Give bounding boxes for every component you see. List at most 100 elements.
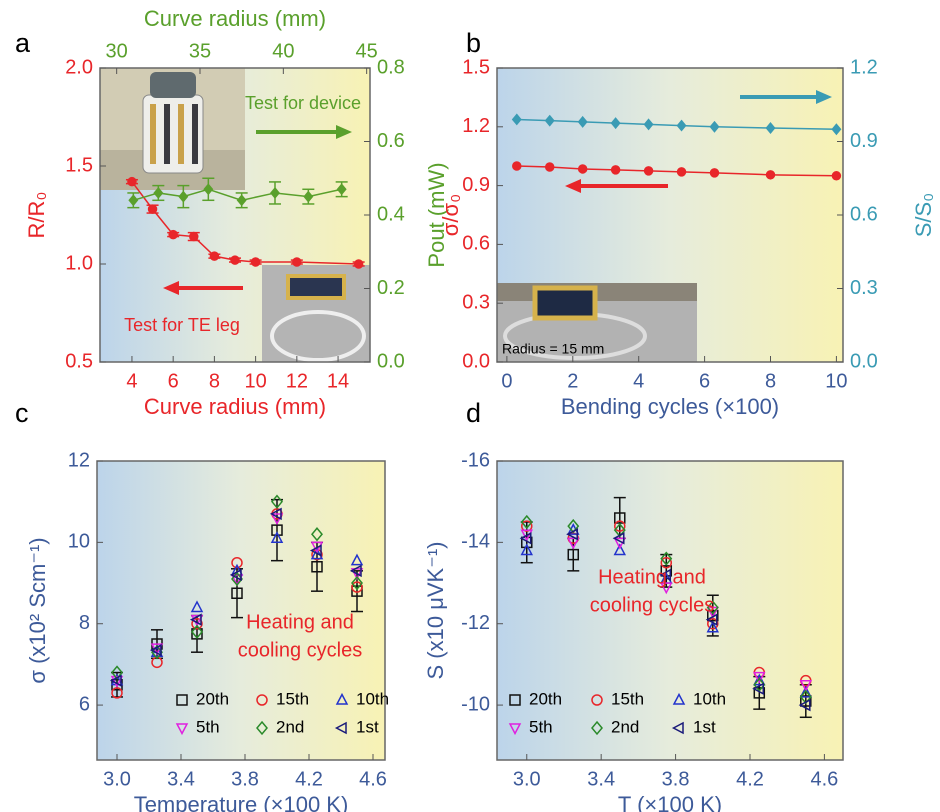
data-point — [169, 231, 177, 239]
x-tick-label: 4.6 — [810, 768, 838, 790]
x-tick-label: 3.8 — [662, 768, 690, 790]
data-point — [231, 256, 239, 264]
panel-label: a — [15, 28, 31, 58]
leg-photo — [262, 265, 370, 362]
legend-label: 2nd — [276, 717, 304, 736]
legend-label: 5th — [196, 717, 220, 736]
x-tick-label: 8 — [209, 370, 220, 392]
y2-tick-label: 0.4 — [377, 203, 405, 225]
x-tick-label: 6 — [168, 370, 179, 392]
annotation: Heating and — [246, 611, 354, 633]
x-tick-label: 4.6 — [359, 768, 387, 790]
x2-axis-title: Curve radius (mm) — [144, 6, 326, 31]
y-tick-label: 0.6 — [462, 233, 490, 255]
inset-label: Radius = 15 mm — [502, 341, 604, 357]
y-axis-title: σ/σ₀ — [438, 194, 463, 236]
x2-tick-label: 30 — [106, 40, 128, 62]
panel-label: d — [466, 398, 481, 428]
x-axis-title: Bending cycles (×100) — [561, 394, 779, 419]
y-tick-label: -14 — [461, 531, 490, 553]
y2-tick-label: 0.9 — [850, 130, 878, 152]
data-point — [767, 171, 775, 179]
data-point — [149, 205, 157, 213]
y2-tick-label: 0.6 — [377, 130, 405, 152]
y2-tick-label: 0.0 — [850, 350, 878, 372]
x2-tick-label: 45 — [356, 40, 378, 62]
y-tick-label: -12 — [461, 612, 490, 634]
annotation: cooling cycles — [590, 594, 715, 616]
y-axis-title: R/R₀ — [24, 191, 49, 238]
x-tick-label: 10 — [825, 370, 847, 392]
legend-label: 15th — [611, 689, 644, 708]
device-photo — [100, 68, 245, 190]
data-point — [513, 162, 521, 170]
x-axis-title: T (×100 K) — [618, 792, 722, 812]
y2-tick-label: 0.6 — [850, 203, 878, 225]
x-tick-label: 3.8 — [231, 768, 259, 790]
legend-label: 1st — [356, 717, 379, 736]
y-tick-label: -10 — [461, 693, 490, 715]
x-tick-label: 8 — [765, 370, 776, 392]
legend-label: 15th — [276, 689, 309, 708]
y-axis-title: S (x10 μVK⁻¹) — [423, 542, 448, 680]
y-tick-label: 0.3 — [462, 291, 490, 313]
x-tick-label: 4.2 — [736, 768, 764, 790]
data-point — [832, 172, 840, 180]
y-tick-label: 8 — [79, 612, 90, 634]
y-tick-label: 10 — [68, 531, 90, 553]
data-point — [210, 252, 218, 260]
panel-label: c — [15, 398, 29, 428]
figure: Radius = 15 mm a 4 6 8 10 12 14 Curve radius (m… — [0, 0, 940, 812]
legend-label: 2nd — [611, 717, 639, 736]
y-axis-title: σ (x10² Scm⁻¹) — [25, 537, 50, 683]
x2-tick-label: 35 — [189, 40, 211, 62]
y-tick-label: 1.5 — [65, 154, 93, 176]
x-tick-label: 2 — [567, 370, 578, 392]
y2-tick-label: 0.8 — [377, 56, 405, 78]
y2-tick-label: 0.2 — [377, 277, 405, 299]
annotation: cooling cycles — [238, 639, 363, 661]
x-tick-label: 3.0 — [513, 768, 541, 790]
x-tick-label: 14 — [327, 370, 349, 392]
x-tick-label: 12 — [286, 370, 308, 392]
x-tick-label: 0 — [501, 370, 512, 392]
bend-photo: Radius = 15 mm — [497, 283, 697, 362]
x-tick-label: 3.4 — [587, 768, 615, 790]
panel-label: b — [466, 28, 481, 58]
data-point — [645, 167, 653, 175]
data-point — [190, 233, 198, 241]
x-tick-label: 3.4 — [167, 768, 195, 790]
y-tick-label: 0.9 — [462, 174, 490, 196]
y-tick-label: 1.5 — [462, 56, 490, 78]
x-tick-label: 4 — [126, 370, 137, 392]
y2-tick-label: 1.2 — [850, 56, 878, 78]
data-point — [252, 258, 260, 266]
legend-label: 10th — [693, 689, 726, 708]
data-point — [355, 260, 363, 268]
x-tick-label: 4.2 — [295, 768, 323, 790]
data-point — [128, 178, 136, 186]
x2-tick-label: 40 — [272, 40, 294, 62]
y-tick-label: 1.2 — [462, 115, 490, 137]
data-point — [293, 258, 301, 266]
y-tick-label: 1.0 — [65, 252, 93, 274]
legend-label: 20th — [196, 689, 229, 708]
data-point — [612, 166, 620, 174]
annotation: Heating and — [598, 566, 706, 588]
y2-axis-title: S/S₀ — [911, 193, 936, 238]
x-tick-label: 6 — [699, 370, 710, 392]
y2-tick-label: 0.0 — [377, 350, 405, 372]
legend-label: 10th — [356, 689, 389, 708]
x-tick-label: 3.0 — [103, 768, 131, 790]
y-tick-label: 0.5 — [65, 350, 93, 372]
y-tick-label: 12 — [68, 449, 90, 471]
y2-tick-label: 0.3 — [850, 277, 878, 299]
data-point — [579, 165, 587, 173]
y-tick-label: -16 — [461, 449, 490, 471]
legend-label: 5th — [529, 717, 553, 736]
y-tick-label: 0.0 — [462, 350, 490, 372]
x-tick-label: 4 — [633, 370, 644, 392]
data-point — [678, 168, 686, 176]
y-tick-label: 6 — [79, 693, 90, 715]
x-tick-label: 10 — [244, 370, 266, 392]
